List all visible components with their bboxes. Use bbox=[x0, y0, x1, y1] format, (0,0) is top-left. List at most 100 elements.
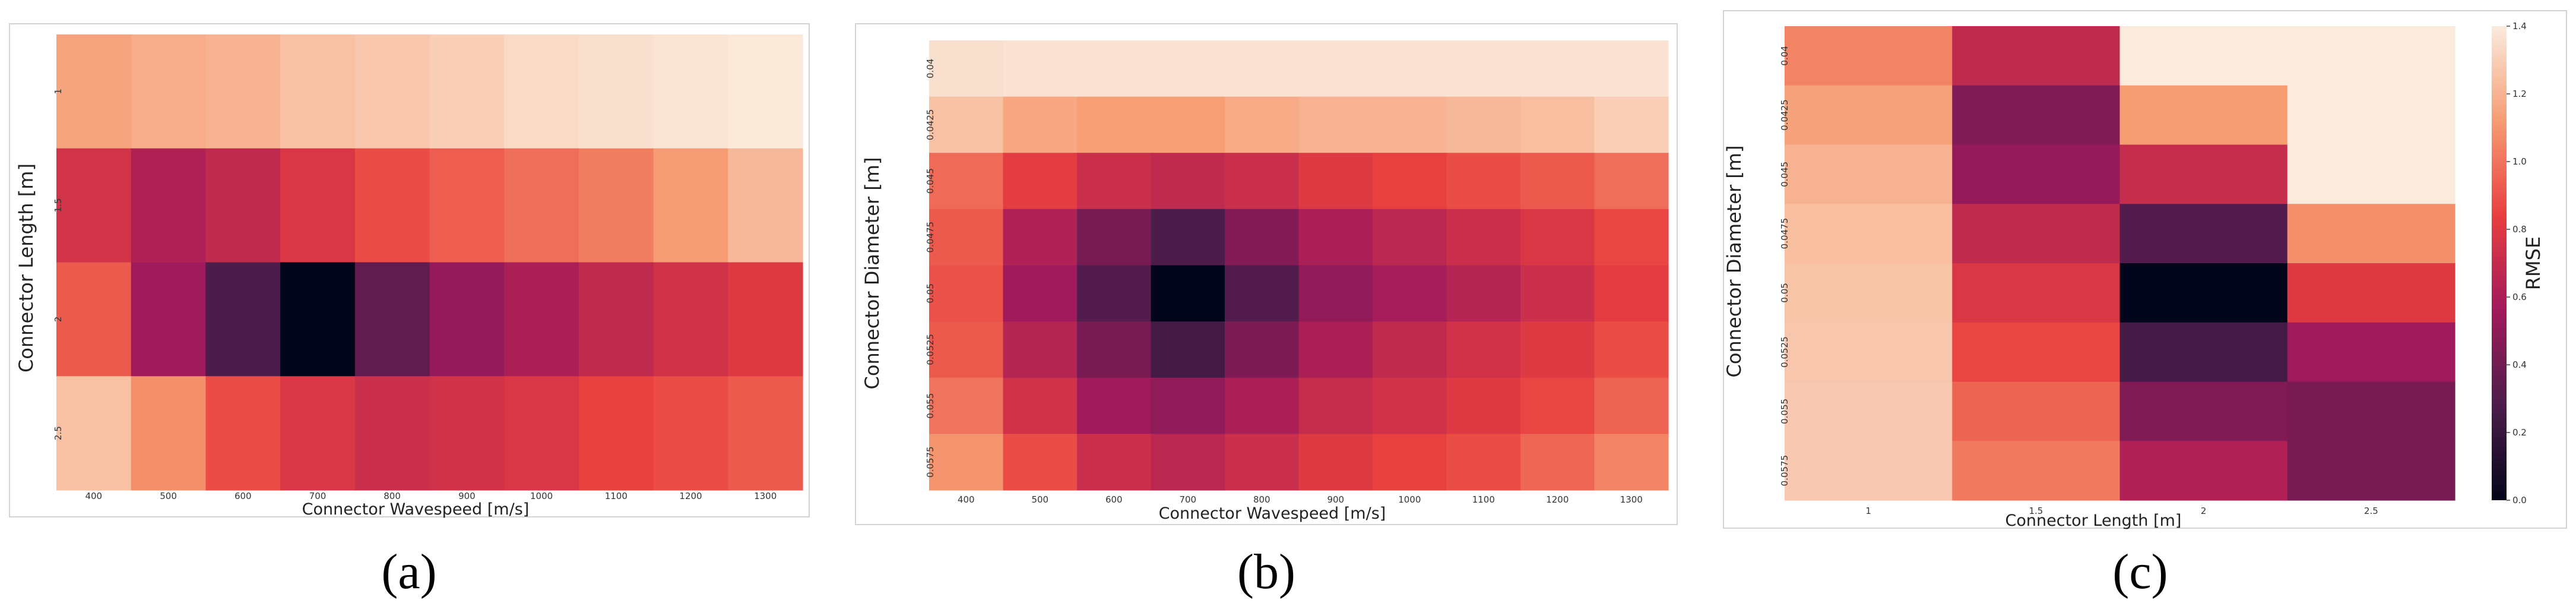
panel-label-c: (c) bbox=[2112, 544, 2168, 599]
heatmap-c-x-ticks: 1 1.5 2 2.5 bbox=[1865, 506, 2378, 516]
heatmap-b-x-ticks: 400 500 600 700 800 900 1000 1100 1200 1300 bbox=[958, 494, 1643, 505]
heatmap-cell bbox=[1298, 96, 1373, 153]
heatmap-cell bbox=[1520, 96, 1595, 153]
heatmap-a-y-ticks: 1 1.5 2 2.5 bbox=[53, 89, 64, 440]
heatmap-cell bbox=[280, 262, 356, 377]
x-tick-label: 400 bbox=[958, 494, 975, 505]
heatmap-cell bbox=[1785, 322, 1953, 383]
heatmap-cell bbox=[354, 34, 430, 149]
heatmap-cell bbox=[1446, 96, 1521, 153]
y-tick-label: 1.5 bbox=[53, 198, 64, 213]
heatmap-cell bbox=[2287, 381, 2455, 441]
heatmap-cell bbox=[1003, 377, 1078, 434]
heatmap-cell bbox=[1225, 209, 1300, 266]
colorbar-tick-label: 0.4 bbox=[2512, 359, 2527, 370]
heatmap-cell bbox=[1520, 40, 1595, 97]
heatmap-cell bbox=[1225, 321, 1300, 378]
heatmap-cell bbox=[1225, 434, 1300, 491]
heatmap-cell bbox=[1077, 96, 1152, 153]
heatmap-cell bbox=[929, 40, 1004, 97]
heatmap-cell bbox=[1077, 434, 1152, 491]
heatmap-cell bbox=[728, 376, 803, 491]
heatmap-cell bbox=[56, 376, 132, 491]
heatmap-cell bbox=[1003, 153, 1078, 210]
heatmap-cell bbox=[205, 34, 281, 149]
heatmap-cell bbox=[1003, 265, 1078, 322]
y-tick-label: 0.0425 bbox=[1779, 99, 1790, 131]
heatmap-cell bbox=[1225, 265, 1300, 322]
heatmap-cell bbox=[2287, 85, 2455, 146]
heatmap-cell bbox=[56, 34, 132, 149]
heatmap-cell bbox=[2119, 26, 2288, 86]
heatmap-cell bbox=[205, 376, 281, 491]
heatmap-cell bbox=[653, 376, 728, 491]
heatmap-cell bbox=[1952, 381, 2121, 441]
colorbar bbox=[2492, 26, 2507, 500]
heatmap-cell bbox=[728, 148, 803, 263]
x-tick-label: 1100 bbox=[1472, 494, 1495, 505]
heatmap-cell bbox=[1373, 265, 1447, 322]
heatmap-cell bbox=[280, 34, 356, 149]
x-tick-label: 800 bbox=[1253, 494, 1270, 505]
heatmap-cell bbox=[354, 376, 430, 491]
x-tick-label: 500 bbox=[160, 491, 177, 501]
x-tick-label: 1300 bbox=[754, 491, 777, 501]
heatmap-cell bbox=[653, 148, 728, 263]
heatmap-a-cells bbox=[56, 34, 803, 491]
x-tick-label: 900 bbox=[1327, 494, 1344, 505]
heatmap-b-y-label: Connector Diameter [m] bbox=[861, 157, 883, 390]
x-tick-label: 700 bbox=[309, 491, 327, 501]
heatmap-cell bbox=[131, 262, 206, 377]
x-tick-label: 600 bbox=[1105, 494, 1123, 505]
x-tick-label: 2.5 bbox=[2364, 506, 2378, 516]
heatmap-cell bbox=[2119, 441, 2288, 501]
heatmap-cell bbox=[131, 376, 206, 491]
heatmap-cell bbox=[1594, 153, 1669, 210]
heatmap-cell bbox=[2119, 204, 2288, 264]
colorbar-tick-label: 1.0 bbox=[2512, 156, 2527, 167]
heatmap-cell bbox=[1594, 434, 1669, 491]
heatmap-cell bbox=[2119, 144, 2288, 204]
heatmap-cell bbox=[578, 376, 654, 491]
colorbar-tick-label: 1.4 bbox=[2512, 21, 2527, 31]
colorbar-tick-label: 1.2 bbox=[2512, 89, 2527, 99]
heatmap-cell bbox=[1594, 209, 1669, 266]
y-tick-label: 0.0475 bbox=[925, 222, 936, 253]
heatmap-cell bbox=[1077, 377, 1152, 434]
heatmap-cell bbox=[1373, 321, 1447, 378]
heatmap-b-x-label: Connector Wavespeed [m/s] bbox=[1159, 504, 1386, 523]
y-tick-label: 0.04 bbox=[1779, 46, 1790, 65]
heatmap-cell bbox=[1077, 265, 1152, 322]
colorbar-tick-label: 0.2 bbox=[2512, 427, 2527, 438]
x-tick-label: 1 bbox=[1865, 506, 1871, 516]
y-tick-label: 0.0525 bbox=[925, 334, 936, 365]
heatmap-cell bbox=[1003, 434, 1078, 491]
heatmap-cell bbox=[1952, 441, 2121, 501]
x-tick-label: 1200 bbox=[1546, 494, 1569, 505]
colorbar-ticks: 0.0 0.2 0.4 0.6 0.8 1.0 1.2 1.4 bbox=[2507, 21, 2527, 506]
heatmap-cell bbox=[1298, 209, 1373, 266]
heatmap-cell bbox=[429, 148, 505, 263]
x-tick-label: 1200 bbox=[679, 491, 702, 501]
heatmap-cell bbox=[504, 34, 579, 149]
heatmap-cell bbox=[929, 265, 1004, 322]
heatmap-cell bbox=[728, 34, 803, 149]
heatmap-cell bbox=[2287, 26, 2455, 86]
heatmap-cell bbox=[1785, 85, 1953, 146]
heatmap-c-y-ticks: 0.04 0.0425 0.045 0.0475 0.05 0.0525 0.055 0.05… bbox=[1779, 46, 1790, 486]
heatmap-cell bbox=[429, 34, 505, 149]
heatmap-a-x-ticks: 400 500 600 700 800 900 1000 1100 1200 1300 bbox=[85, 491, 777, 501]
y-tick-label: 0.0575 bbox=[1779, 455, 1790, 487]
heatmap-cell bbox=[1785, 263, 1953, 323]
heatmap-cell bbox=[1225, 96, 1300, 153]
y-tick-label: 2 bbox=[53, 317, 64, 323]
heatmap-cell bbox=[1785, 381, 1953, 441]
heatmap-cell bbox=[280, 148, 356, 263]
x-tick-label: 1.5 bbox=[2029, 506, 2043, 516]
heatmap-cell bbox=[504, 262, 579, 377]
heatmap-cell bbox=[205, 262, 281, 377]
y-tick-label: 1 bbox=[53, 89, 64, 94]
heatmap-cell bbox=[1520, 153, 1595, 210]
heatmap-cell bbox=[2119, 263, 2288, 323]
heatmap-b-y-ticks: 0.04 0.0425 0.045 0.0475 0.05 0.0525 0.055 0.05… bbox=[925, 59, 936, 478]
